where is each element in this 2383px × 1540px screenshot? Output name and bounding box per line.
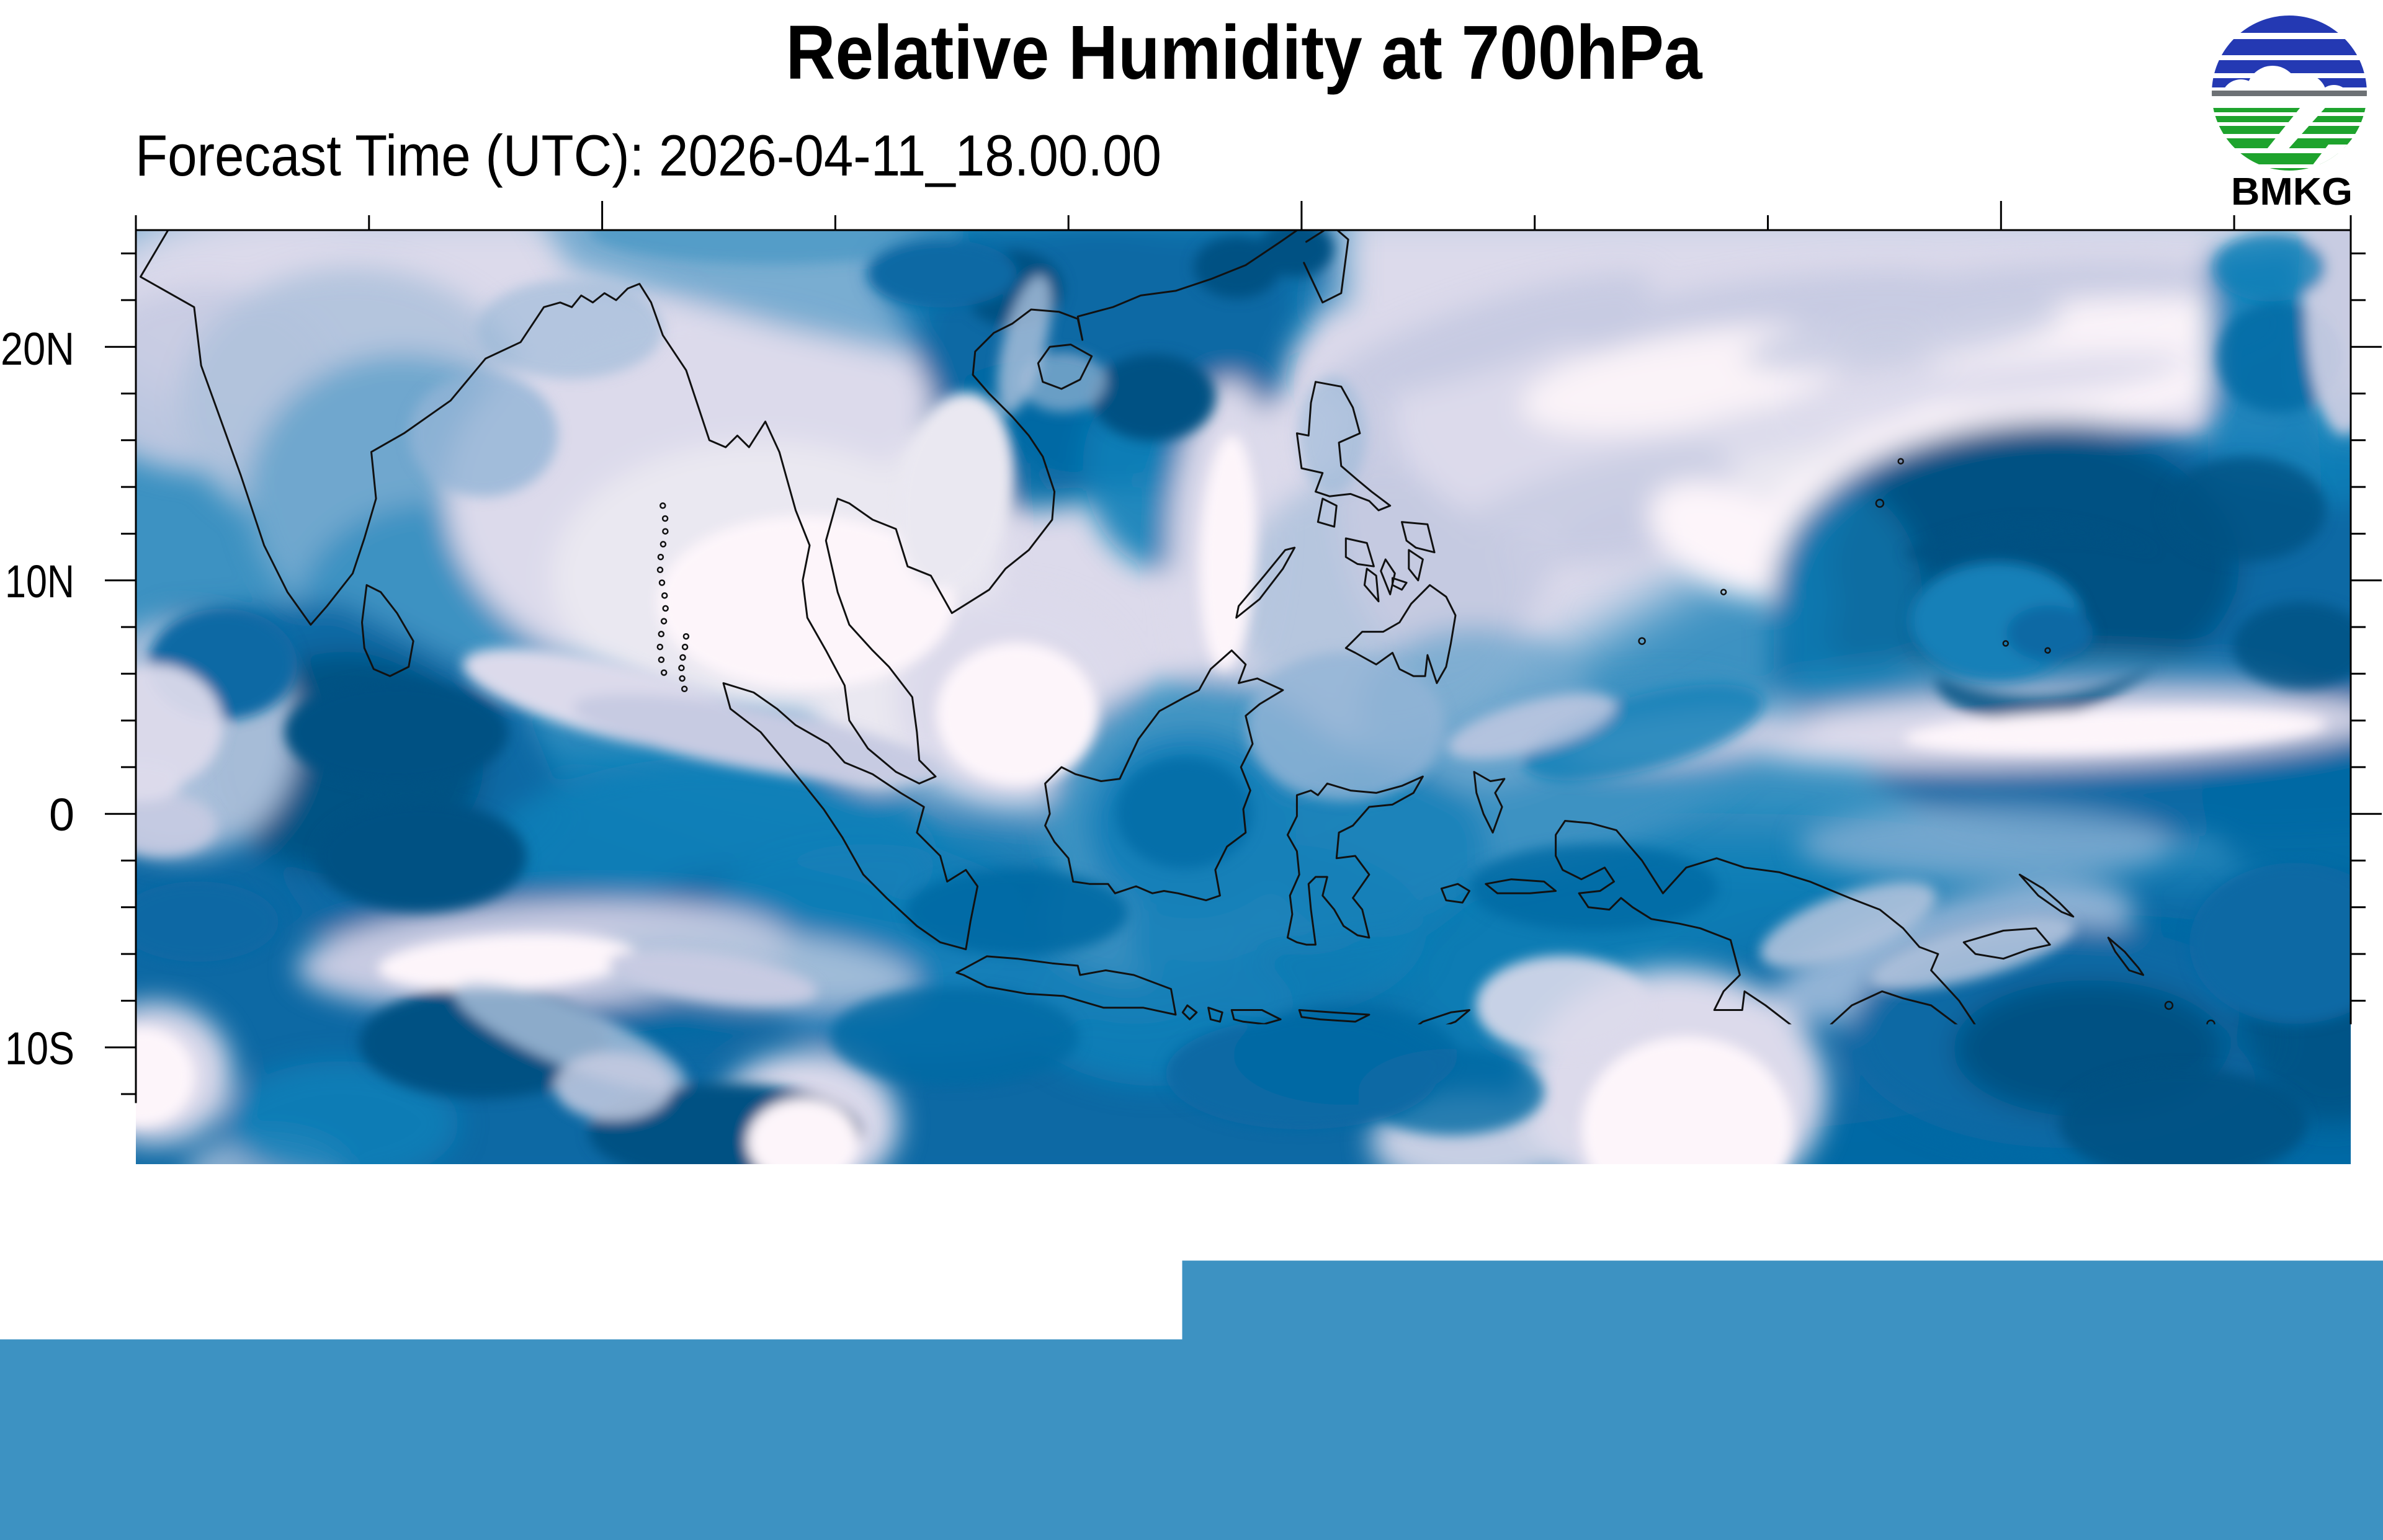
svg-text:Relative Humidity at 700hPa: Relative Humidity at 700hPa <box>786 11 1703 96</box>
svg-text:40: 40 <box>1091 1363 1138 1427</box>
svg-text:120E: 120E <box>1251 1217 1351 1270</box>
svg-text:10N: 10N <box>5 556 74 607</box>
svg-text:90E: 90E <box>563 1217 640 1270</box>
svg-text:10S: 10S <box>5 1023 74 1074</box>
svg-text:30: 30 <box>954 1363 1001 1427</box>
svg-text:70: 70 <box>1505 1363 1552 1427</box>
svg-text:90: 90 <box>1781 1363 1828 1427</box>
svg-text:60: 60 <box>1367 1363 1415 1427</box>
svg-text:100: 100 <box>1907 1363 1978 1427</box>
svg-text:Relative Humidity (percent): Relative Humidity (percent) <box>905 1436 1602 1502</box>
svg-text:20N: 20N <box>1 323 74 375</box>
svg-text:10: 10 <box>678 1363 725 1427</box>
svg-text:150E: 150E <box>1951 1217 2050 1270</box>
svg-text:BMKG: BMKG <box>2231 171 2353 213</box>
svg-text:0: 0 <box>552 1363 575 1427</box>
svg-text:50: 50 <box>1230 1363 1277 1427</box>
svg-text:Forecast Time (UTC): 2026-04-1: Forecast Time (UTC): 2026-04-11_18.00.00 <box>135 123 1161 188</box>
svg-text:80: 80 <box>1643 1363 1690 1427</box>
svg-text:20: 20 <box>816 1363 863 1427</box>
svg-text:0: 0 <box>49 789 74 840</box>
